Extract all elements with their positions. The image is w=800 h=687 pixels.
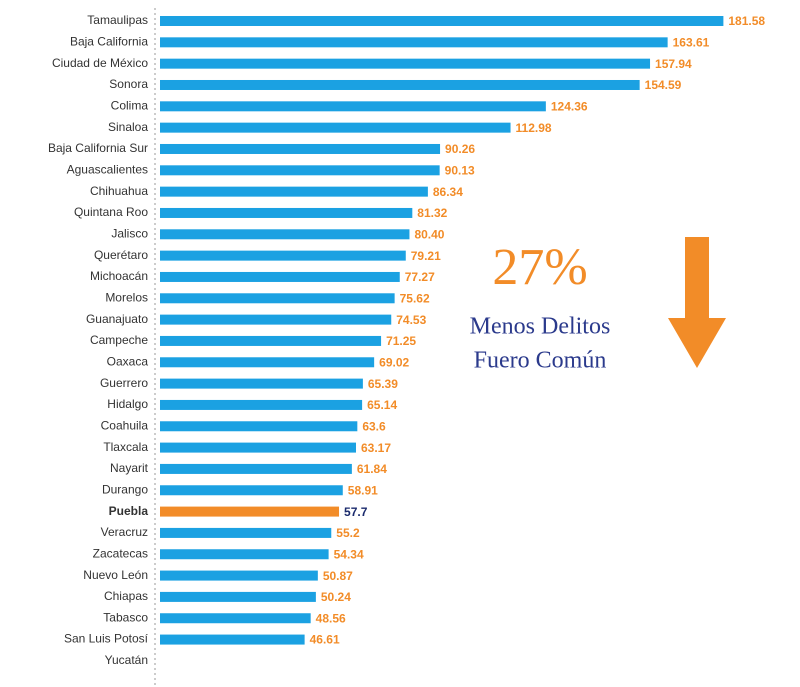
y-tick-label: Durango: [102, 482, 148, 496]
value-label: 154.59: [645, 78, 682, 92]
value-label: 58.91: [348, 483, 378, 497]
y-tick-label: Guanajuato: [86, 312, 148, 326]
value-label: 79.21: [411, 249, 441, 263]
value-label: 54.34: [334, 547, 364, 561]
arrow-icon: [668, 237, 726, 368]
y-tick-label: Aguascalientes: [67, 162, 148, 176]
value-label: 61.84: [357, 462, 387, 476]
y-tick-label: Nayarit: [110, 461, 149, 475]
bar: [160, 101, 546, 112]
bar: [160, 421, 358, 432]
bar: [160, 399, 363, 410]
annotation-percent: 27%: [492, 239, 587, 296]
y-tick-label: Oaxaca: [107, 354, 149, 368]
y-tick-label: Tabasco: [103, 610, 148, 624]
bar: [160, 378, 363, 389]
bar: [160, 229, 410, 240]
bar: [160, 357, 375, 368]
value-label: 157.94: [655, 57, 692, 71]
y-tick-label: Guerrero: [100, 376, 148, 390]
value-label: 48.56: [316, 611, 346, 625]
value-label: 81.32: [417, 206, 447, 220]
bar: [160, 37, 668, 48]
value-label: 86.34: [433, 185, 463, 199]
y-tick-label: Veracruz: [101, 525, 148, 539]
y-tick-label: Campeche: [90, 333, 148, 347]
bar: [160, 314, 392, 325]
value-label: 55.2: [336, 526, 360, 540]
bar: [160, 165, 440, 176]
value-label: 69.02: [379, 355, 409, 369]
y-tick-label: Tamaulipas: [87, 13, 148, 27]
value-label: 63.17: [361, 441, 391, 455]
value-label: 80.40: [414, 227, 444, 241]
bar: [160, 186, 428, 197]
bar: [160, 250, 406, 261]
bar: [160, 527, 332, 538]
y-tick-label: Baja California Sur: [48, 141, 148, 155]
y-tick-label: Michoacán: [90, 269, 148, 283]
value-label: 163.61: [673, 36, 710, 50]
bar: [160, 549, 329, 560]
bar: [160, 143, 441, 154]
y-tick-label: Chihuahua: [90, 184, 148, 198]
value-label: 74.53: [396, 313, 426, 327]
y-tick-label: Sonora: [109, 77, 148, 91]
bar: [160, 485, 343, 496]
y-tick-label: Hidalgo: [107, 397, 148, 411]
annotation-line: Menos Delitos: [470, 314, 611, 340]
y-tick-label: Baja California: [70, 35, 148, 49]
value-label: 46.61: [310, 633, 340, 647]
y-tick-label: Chiapas: [104, 589, 148, 603]
value-label: 124.36: [551, 99, 588, 113]
y-tick-label: Nuevo León: [83, 568, 148, 582]
value-label: 112.98: [516, 121, 552, 135]
y-tick-label: Morelos: [105, 290, 148, 304]
value-label: 50.87: [323, 569, 353, 583]
bar: [160, 58, 651, 69]
bar: [160, 591, 316, 602]
value-label: 65.14: [367, 398, 397, 412]
y-tick-label: Ciudad de México: [52, 56, 148, 70]
y-tick-label: Querétaro: [94, 248, 148, 262]
bar: [160, 634, 305, 645]
value-label: 181.58: [728, 14, 765, 28]
y-tick-label: Puebla: [109, 504, 149, 518]
y-tick-label: Sinaloa: [108, 120, 148, 134]
value-label: 57.7: [344, 505, 368, 519]
y-tick-label: Tlaxcala: [103, 440, 148, 454]
y-tick-label: Colima: [111, 98, 149, 112]
value-label: 75.62: [400, 291, 430, 305]
value-label: 65.39: [368, 377, 398, 391]
bar: [160, 16, 724, 26]
value-label: 77.27: [405, 270, 435, 284]
bar: [160, 335, 382, 346]
bar: [160, 506, 340, 517]
value-label: 90.13: [445, 163, 475, 177]
y-tick-label: Yucatán: [105, 653, 148, 667]
y-tick-label: Coahuila: [101, 418, 149, 432]
bar: [160, 613, 311, 624]
annotation-line: Fuero Común: [474, 348, 607, 374]
bar: [160, 122, 511, 133]
value-label: 63.6: [362, 419, 386, 433]
y-tick-label: Zacatecas: [93, 546, 148, 560]
bar: [160, 271, 400, 282]
value-label: 90.26: [445, 142, 475, 156]
y-tick-label: Jalisco: [111, 226, 148, 240]
bar: [160, 79, 640, 90]
value-label: 50.24: [321, 590, 351, 604]
bar: [160, 570, 318, 581]
value-label: 71.25: [386, 334, 416, 348]
bar: [160, 442, 356, 453]
bar: [160, 207, 413, 218]
bar: [160, 463, 352, 474]
y-tick-label: San Luis Potosí: [64, 632, 149, 646]
y-tick-label: Quintana Roo: [74, 205, 148, 219]
bar: [160, 293, 395, 304]
